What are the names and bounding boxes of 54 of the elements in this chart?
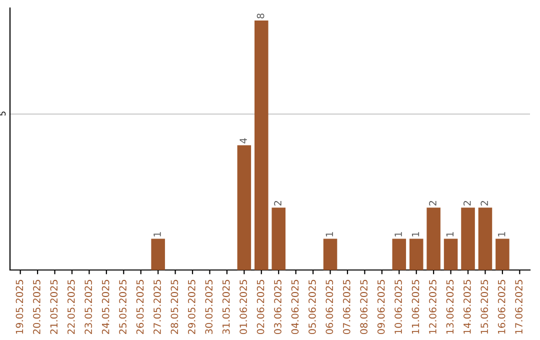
x-tick-label: 14.06.2025: [463, 280, 471, 334]
bar: [478, 208, 492, 270]
x-tick-label: 25.05.2025: [119, 280, 126, 334]
data-label: 1: [498, 232, 506, 236]
bar: [151, 238, 165, 270]
data-label: 1: [154, 232, 161, 236]
bar: [496, 238, 510, 270]
x-tick-label: 15.06.2025: [480, 280, 488, 334]
x-tick-label: 19.05.2025: [16, 280, 24, 334]
x-tick-label: 28.05.2025: [170, 280, 178, 334]
data-label: 1: [394, 232, 402, 236]
x-tick-label: 09.06.2025: [377, 280, 385, 334]
x-tick-label: 01.06.2025: [240, 280, 247, 334]
bar: [254, 20, 268, 270]
x-tick-label: 30.05.2025: [205, 280, 213, 334]
x-tick-label: 17.06.2025: [515, 280, 522, 334]
x-tick-label: 10.06.2025: [394, 280, 402, 334]
bar: [444, 238, 458, 270]
bar: [237, 145, 252, 270]
x-tick-label: 07.06.2025: [342, 280, 350, 334]
x-tick-label: 26.05.2025: [136, 280, 144, 334]
x-tick-label: 13.06.2025: [446, 280, 454, 334]
x-tick-label: 29.05.2025: [188, 280, 196, 334]
bar: [323, 238, 338, 270]
data-label: 4: [240, 138, 247, 144]
data-label: 1: [412, 232, 420, 236]
data-label: 1: [326, 232, 333, 236]
bar: [272, 208, 286, 270]
x-tick-label: 16.06.2025: [498, 280, 506, 334]
bar: [461, 208, 475, 270]
x-tick-label: 22.05.2025: [67, 280, 75, 334]
x-tick-label: 04.06.2025: [291, 280, 299, 334]
x-tick-label: 31.05.2025: [222, 280, 230, 334]
x-tick-label: 24.05.2025: [102, 280, 110, 334]
x-tick-label: 06.06.2025: [326, 280, 334, 334]
data-label: 2: [463, 201, 471, 206]
bar: [392, 238, 406, 270]
data-label: 8: [256, 14, 264, 18]
x-tick-label: 03.06.2025: [274, 280, 282, 334]
x-tick-label: 08.06.2025: [360, 280, 368, 334]
x-tick-label: 12.06.2025: [429, 280, 436, 334]
x-tick-label: 21.05.2025: [50, 280, 58, 334]
x-tick-label: 02.06.2025: [256, 280, 264, 334]
x-tick-label: 20.05.2025: [33, 280, 40, 334]
bar: [426, 208, 440, 270]
x-tick-label: 11.06.2025: [412, 280, 420, 334]
x-tick-label: 27.05.2025: [154, 280, 161, 334]
x-tick-label: 05.06.2025: [308, 280, 316, 334]
data-label: 2: [429, 201, 436, 206]
x-tick-label: 23.05.2025: [84, 280, 92, 334]
data-label: 2: [480, 201, 488, 206]
bar: [409, 238, 424, 270]
data-label: 1: [446, 232, 454, 236]
data-label: 2: [274, 201, 282, 206]
